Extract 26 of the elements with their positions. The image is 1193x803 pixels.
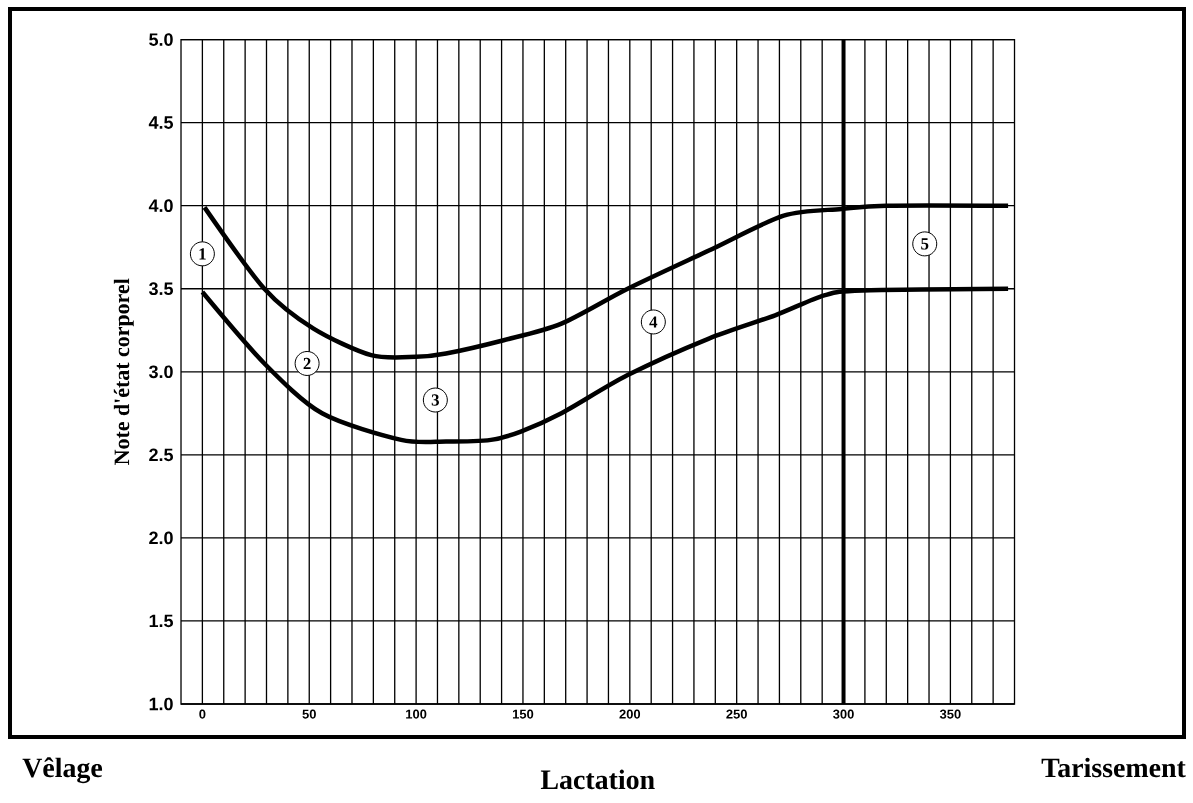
annotation: 3 bbox=[431, 394, 439, 406]
annotation: 1 bbox=[199, 248, 206, 260]
x-tick-label: 150 bbox=[512, 709, 534, 719]
text: Tarissement bbox=[1041, 757, 1186, 778]
x-tick-label: 300 bbox=[833, 709, 854, 719]
y-tick-label: 3.5 bbox=[148, 282, 173, 296]
y-tick-label: 3.0 bbox=[148, 365, 173, 379]
y-tick-label: 1.5 bbox=[149, 614, 173, 628]
x-axis-title: Lactation bbox=[540, 769, 655, 790]
y-tick-label: 2.5 bbox=[149, 448, 173, 462]
annotation: 5 bbox=[921, 238, 929, 250]
x-tick-label: 50 bbox=[302, 709, 316, 719]
y-axis-title: Note d'état corporel bbox=[113, 278, 134, 465]
text: Vêlage bbox=[22, 757, 103, 784]
x-tick-label: 250 bbox=[726, 709, 747, 719]
x-tick-label: 0 bbox=[199, 709, 206, 719]
y-tick-label: 4.0 bbox=[148, 199, 173, 213]
x-tick-label: 350 bbox=[939, 709, 961, 719]
annotation: 2 bbox=[303, 357, 311, 370]
y-tick-label: 1.0 bbox=[149, 697, 173, 711]
y-tick-label: 5.0 bbox=[149, 33, 173, 46]
y-tick-label: 4.5 bbox=[148, 116, 173, 129]
x-tick-label: 100 bbox=[406, 709, 427, 719]
annotation: 4 bbox=[649, 316, 658, 328]
y-tick-label: 2.0 bbox=[149, 531, 173, 545]
x-tick-label: 200 bbox=[619, 709, 641, 719]
